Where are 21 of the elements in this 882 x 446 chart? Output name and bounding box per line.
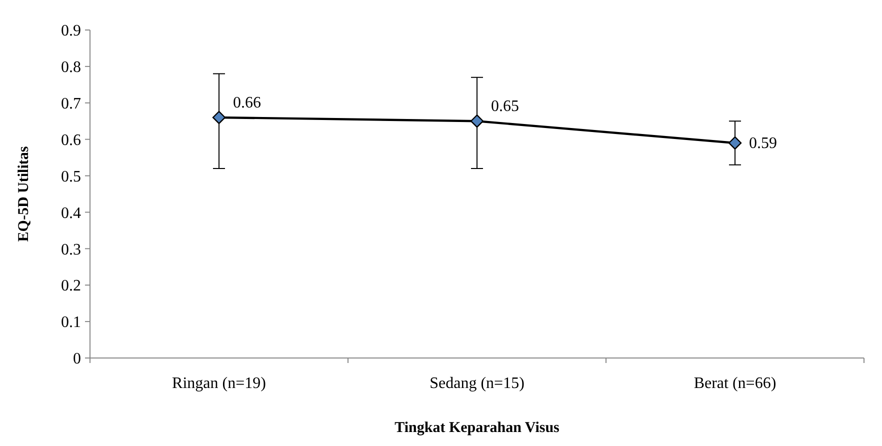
- point: [728, 136, 742, 150]
- y-tick-label: 0.3: [61, 241, 81, 258]
- y-axis-title: EQ-5D Utilitas: [16, 146, 32, 242]
- y-tick-label: 0.7: [61, 95, 81, 112]
- point: [470, 114, 484, 128]
- y-tick-label: 0: [73, 350, 81, 368]
- data-label: 0.66: [233, 94, 261, 112]
- y-tick-label: 0.9: [61, 22, 81, 40]
- data-label: 0.65: [491, 98, 519, 116]
- y-tick-label: 0.1: [61, 314, 81, 332]
- y-tick-label: 0.4: [61, 204, 81, 222]
- y-tick-label: 0.5: [61, 168, 81, 186]
- point: [212, 110, 226, 124]
- x-tick-label: Ringan (n=19): [172, 375, 266, 392]
- data-label: 0.59: [749, 134, 777, 152]
- y-tick-label: 0.6: [61, 132, 81, 149]
- x-tick-label: Sedang (n=15): [430, 375, 524, 392]
- x-axis-title: Tingkat Keparahan Visus: [394, 420, 560, 436]
- y-tick-label: 0.2: [61, 278, 81, 295]
- x-tick-label: Berat (n=66): [694, 375, 776, 392]
- y-tick-label: 0.8: [61, 59, 81, 76]
